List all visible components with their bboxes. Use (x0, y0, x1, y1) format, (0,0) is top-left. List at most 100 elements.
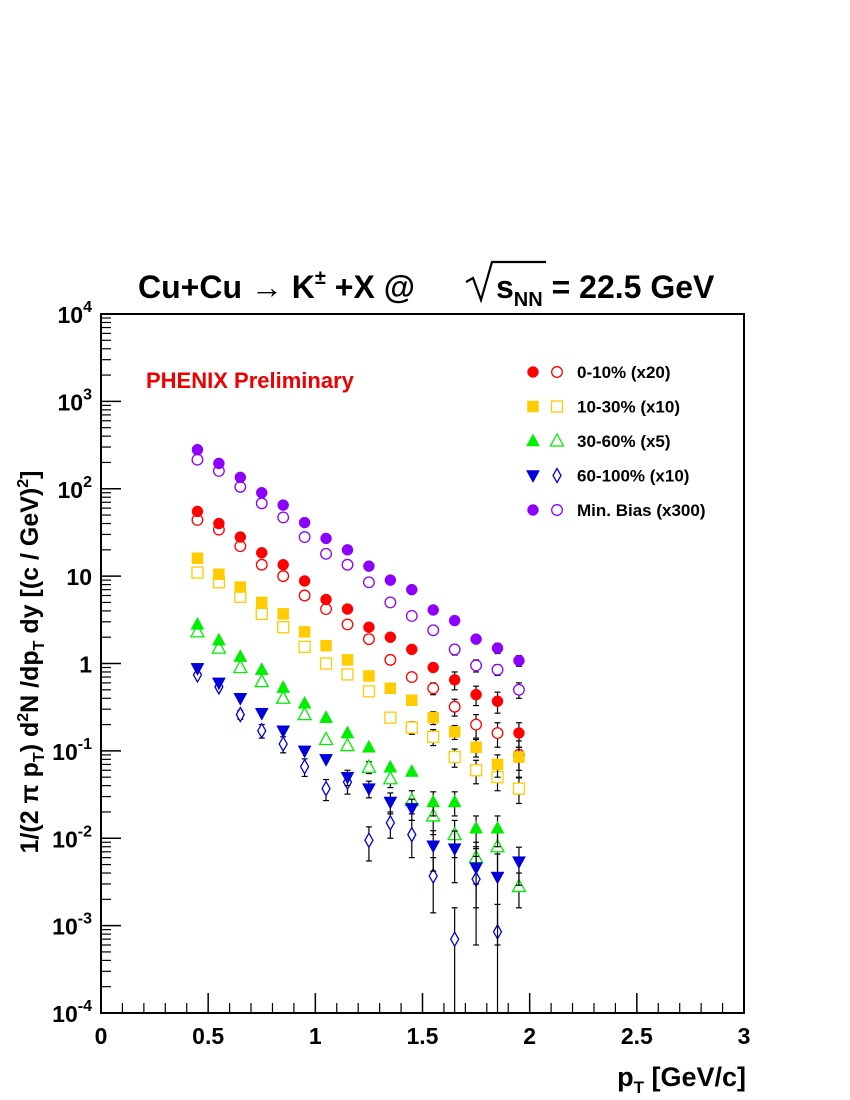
series-5 (191, 443, 525, 699)
legend-filled-marker (527, 504, 539, 516)
open-data-point (278, 735, 288, 753)
y-tick-label: 103 (58, 386, 93, 415)
filled-data-point (233, 693, 248, 706)
open-data-point (491, 663, 504, 676)
legend-filled-marker (527, 400, 539, 413)
y-tick-label: 10 (66, 564, 92, 590)
filled-data-point (491, 695, 504, 707)
open-data-point (320, 603, 333, 615)
series-3 (189, 616, 527, 909)
plot-frame (100, 313, 745, 1014)
legend-open-marker (549, 432, 565, 447)
filled-data-point (320, 639, 332, 652)
open-data-point (255, 607, 268, 621)
open-data-point (277, 621, 290, 634)
filled-data-point (213, 457, 225, 470)
filled-data-point (384, 682, 397, 695)
open-data-point (470, 718, 483, 731)
open-data-point (255, 497, 268, 510)
open-data-point (277, 570, 290, 583)
open-data-point (427, 624, 440, 637)
y-tick-label: 10-2 (52, 823, 92, 852)
x-axis-label: pT [GeV/c] (617, 1062, 746, 1097)
filled-data-point (404, 764, 419, 777)
open-data-point (405, 671, 418, 683)
open-data-point (427, 682, 440, 695)
legend-label: Min. Bias (x300) (577, 501, 706, 520)
filled-data-point (276, 725, 291, 739)
legend-filled-marker (526, 433, 540, 447)
open-data-point (405, 610, 418, 622)
svg-text:sNN = 22.5 GeV: sNN = 22.5 GeV (496, 269, 715, 311)
filled-data-point (190, 616, 205, 630)
open-data-point (448, 700, 461, 713)
open-data-point (234, 480, 247, 493)
title-sqrt-sub: NN (514, 289, 543, 311)
sqrt-symbol (465, 260, 546, 304)
legend-entry: 30-60% (x5) (526, 432, 671, 451)
filled-data-point (513, 751, 525, 763)
filled-data-point (297, 695, 312, 709)
open-data-point (448, 643, 461, 656)
filled-data-point (363, 560, 375, 572)
open-data-point (341, 618, 354, 631)
filled-data-point (384, 574, 397, 586)
open-data-point (257, 722, 267, 740)
open-data-point (470, 659, 483, 672)
open-data-point (191, 453, 204, 466)
filled-data-point (211, 677, 226, 691)
filled-data-point (448, 726, 461, 738)
filled-data-point (427, 604, 439, 616)
svg-text:1/(2 π pT) d2N /dpT dy [(c / G: 1/(2 π pT) d2N /dpT dy [(c / GeV)2] (15, 471, 48, 854)
open-data-point (513, 683, 525, 696)
filled-data-point (191, 505, 204, 518)
filled-data-point (254, 662, 269, 675)
open-data-point (234, 590, 247, 603)
open-data-point (384, 711, 397, 724)
legend-entry: 10-30% (x10) (527, 398, 680, 417)
chart-title: Cu+Cu → K± +X @ sNN = 22.5 GeV (138, 260, 715, 311)
filled-data-point (427, 711, 439, 724)
y-axis-label: 1/(2 π pT) d2N /dpT dy [(c / GeV)2] (15, 471, 48, 854)
legend: 0-10% (x20) 10-30% (x10) 30-60% (x5) 60-100… (526, 363, 706, 520)
legend-open-marker (550, 400, 564, 413)
plot-area (189, 443, 527, 1013)
filled-data-point (191, 552, 204, 565)
x-tick-label: 0.5 (192, 1023, 224, 1049)
series-4 (190, 663, 526, 1013)
x-tick-label: 1 (309, 1023, 322, 1049)
legend-label: 0-10% (x20) (577, 363, 671, 382)
y-tick-label: 104 (58, 299, 93, 328)
open-data-point (297, 706, 313, 721)
open-data-point (318, 731, 334, 746)
filled-data-point (491, 642, 504, 654)
filled-data-point (383, 759, 398, 773)
filled-data-point (234, 581, 247, 593)
legend-open-marker (551, 366, 563, 378)
filled-data-point (190, 663, 205, 676)
open-data-point (364, 831, 374, 849)
filled-data-point (277, 558, 289, 571)
legend-filled-marker (526, 470, 540, 484)
open-data-point (189, 623, 206, 638)
title-sqrt-s: s (496, 269, 514, 305)
x-tick-label: 3 (738, 1023, 751, 1049)
open-data-point (361, 758, 377, 773)
filled-data-point (448, 674, 461, 686)
filled-data-point (469, 862, 484, 876)
filled-data-point (361, 739, 376, 753)
filled-data-point (447, 794, 462, 808)
open-data-point (448, 750, 461, 764)
y-tick-label: 1 (79, 652, 92, 678)
title-main: Cu+Cu → K (138, 269, 315, 305)
open-data-point (319, 657, 333, 670)
legend-label: 60-100% (x10) (577, 467, 689, 486)
open-data-point (407, 826, 417, 843)
x-tick-label: 2.5 (621, 1023, 653, 1049)
filled-data-point (361, 783, 376, 797)
filled-data-point (256, 596, 268, 609)
open-data-point (405, 721, 418, 734)
title-energy: = 22.5 GeV (543, 269, 715, 305)
svg-text:Cu+Cu → K± +X @: Cu+Cu → K± +X @ (138, 267, 415, 305)
